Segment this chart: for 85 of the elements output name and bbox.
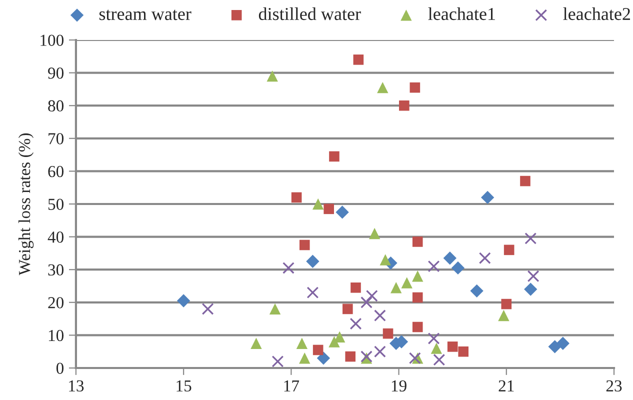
y-tick-label: 10 <box>48 330 64 342</box>
point <box>366 290 378 302</box>
y-tick-label: 100 <box>40 34 64 46</box>
point <box>202 302 214 315</box>
point <box>334 331 346 342</box>
x-tick-label: 21 <box>498 380 514 392</box>
point <box>501 298 512 310</box>
point <box>299 240 310 250</box>
x-tick-label: 19 <box>392 380 406 392</box>
point <box>399 100 410 111</box>
point <box>368 228 380 240</box>
point <box>345 351 356 362</box>
point <box>412 322 423 332</box>
point <box>353 54 364 65</box>
point <box>266 70 278 82</box>
point <box>401 277 412 288</box>
point <box>412 236 423 247</box>
x-tick-label: 17 <box>284 380 300 392</box>
point <box>447 342 458 352</box>
point <box>312 344 324 356</box>
point <box>374 310 386 322</box>
y-tick-label: 30 <box>48 264 64 276</box>
legend-label: distilled water <box>258 7 361 20</box>
point <box>250 338 262 349</box>
point <box>520 176 530 186</box>
point <box>306 286 319 299</box>
point <box>328 336 340 348</box>
y-tick-label: 60 <box>48 166 64 178</box>
point <box>316 352 330 365</box>
point <box>412 270 424 282</box>
point <box>380 254 391 266</box>
point <box>296 338 308 349</box>
point <box>269 303 281 315</box>
point <box>374 346 386 358</box>
point <box>408 352 421 364</box>
point <box>306 254 320 268</box>
y-tick-label: 70 <box>48 133 64 144</box>
point <box>470 284 484 298</box>
point <box>282 262 294 274</box>
y-tick-label: 50 <box>48 198 64 210</box>
legend-label: stream water <box>99 10 192 20</box>
y-tick-label: 20 <box>48 297 64 308</box>
point <box>350 282 361 293</box>
point <box>390 282 402 294</box>
y-tick-label: 90 <box>48 68 64 79</box>
y-tick-label: 0 <box>56 362 64 374</box>
point <box>377 82 388 94</box>
x-tick-label: 15 <box>176 380 192 392</box>
point <box>336 206 349 219</box>
point <box>428 260 440 272</box>
point <box>291 192 302 203</box>
point <box>524 232 537 244</box>
point <box>480 190 494 204</box>
point <box>360 296 372 308</box>
point <box>350 318 362 330</box>
legend-label: leachate2 <box>563 7 630 20</box>
point <box>342 304 353 314</box>
point <box>556 336 570 350</box>
point <box>410 82 420 93</box>
point <box>451 261 465 275</box>
point <box>176 294 190 308</box>
x-tick-label: 13 <box>69 380 84 392</box>
y-tick-label: 80 <box>48 100 64 112</box>
point <box>433 354 446 366</box>
point <box>458 346 469 357</box>
point <box>527 270 540 282</box>
y-axis-title: Weight loss rates (%) <box>18 133 34 276</box>
y-tick-label: 40 <box>48 232 64 243</box>
legend-label: leachate1 <box>428 7 495 20</box>
point <box>299 352 310 364</box>
point <box>524 282 538 296</box>
point <box>504 244 514 256</box>
point <box>324 204 334 214</box>
point <box>382 328 394 339</box>
point <box>443 252 456 265</box>
point <box>498 310 510 322</box>
point <box>428 332 440 344</box>
point <box>548 340 562 354</box>
x-tick-label: 23 <box>606 380 622 392</box>
point <box>478 252 491 264</box>
point <box>272 355 284 368</box>
point <box>430 342 442 354</box>
point <box>329 151 340 162</box>
point <box>412 292 423 303</box>
point <box>312 198 324 210</box>
